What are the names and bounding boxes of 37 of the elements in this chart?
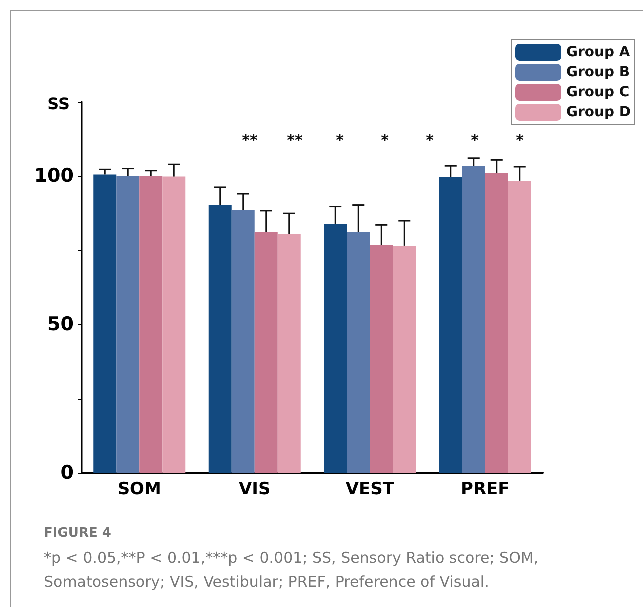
text: *p < 0.05,**P < 0.01,***p < 0.001; SS, Sensory Ratio score; SOM, Somatosensory; VIS, Vestibular; PREF, Preference of Visual.	[44, 548, 540, 593]
x-tick-label: VEST	[346, 480, 395, 500]
x-tick-label: PREF	[460, 480, 510, 500]
x-tick-label: VIS	[239, 480, 271, 500]
y-axis-title: SS	[48, 94, 70, 114]
y-tick-label: 100	[34, 165, 74, 188]
annotation: *	[426, 132, 434, 150]
bar	[347, 232, 370, 473]
bar	[324, 224, 348, 473]
bar	[140, 176, 163, 473]
annotation: **	[287, 132, 303, 150]
bar	[462, 166, 486, 473]
y-tick-label: 50	[48, 314, 74, 336]
annotation: **	[242, 132, 258, 150]
bar	[439, 177, 462, 473]
caption: FIGURE 4	[44, 525, 112, 543]
bar	[116, 176, 140, 473]
y-tick-label: 0	[60, 462, 74, 484]
bar	[370, 245, 394, 473]
bar	[94, 174, 117, 473]
annotation: *	[336, 132, 344, 150]
legend-label: Group B	[566, 64, 630, 80]
annotation: *	[381, 132, 390, 150]
bar	[508, 180, 532, 473]
bar	[278, 234, 301, 473]
bar	[393, 246, 416, 473]
bar	[485, 174, 508, 473]
bar	[162, 176, 186, 473]
x-tick-label: SOM	[118, 480, 162, 500]
annotation: *	[516, 132, 524, 150]
legend-label: Group C	[566, 84, 630, 100]
bar	[208, 205, 232, 473]
bar	[254, 232, 278, 473]
bar	[232, 210, 255, 473]
annotation: *	[471, 132, 480, 150]
legend-label: Group A	[566, 44, 630, 60]
legend-label: Group D	[566, 104, 632, 120]
